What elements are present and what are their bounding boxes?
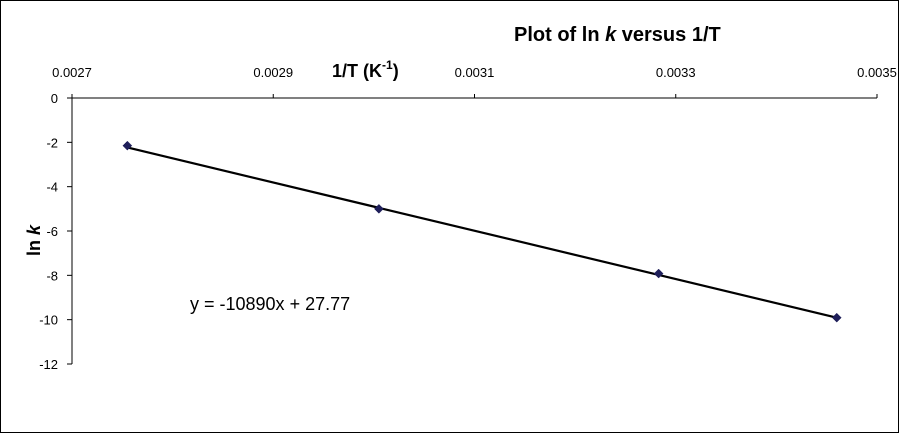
y-tick-label: -10 (39, 313, 58, 328)
axes-group: 0.0027 0.0029 0.0031 0.0033 0.0035 0 -2 -4 -6 -8 -… (39, 65, 897, 372)
y-tick-label: -12 (39, 357, 58, 372)
x-axis-label: 1/T (K-1) (332, 58, 399, 81)
data-point-marker (653, 268, 664, 279)
y-tick-label: 0 (51, 91, 58, 106)
y-axis-label-part-2: k (24, 224, 44, 235)
x-tick-label: 0.0029 (253, 65, 293, 80)
y-tick-label: -6 (46, 224, 58, 239)
y-tick-label: -8 (46, 268, 58, 283)
x-tick-label: 0.0027 (52, 65, 92, 80)
x-axis-label-part-3: ) (393, 61, 399, 81)
x-tick-label: 0.0031 (455, 65, 495, 80)
x-tick-label: 0.0033 (656, 65, 696, 80)
marks-group (122, 140, 842, 323)
y-tick-label: -2 (46, 135, 58, 150)
x-tick-label: 0.0035 (857, 65, 897, 80)
chart-title: Plot of ln k versus 1/T (514, 24, 721, 46)
chart-title-part-2: k (605, 24, 617, 46)
y-tick-label: -4 (46, 180, 58, 195)
y-axis-label: ln k (24, 224, 44, 256)
chart-title-part-3: versus 1/T (616, 24, 721, 46)
chart-title-part-1: Plot of ln (514, 24, 605, 46)
data-point-marker (831, 312, 842, 323)
data-point-marker (122, 140, 133, 151)
x-axis-label-superscript: -1 (382, 58, 393, 72)
x-axis-label-part-1: 1/T (K (332, 61, 382, 81)
trendline (127, 146, 838, 319)
trendline-equation: y = -10890x + 27.77 (190, 294, 350, 314)
data-point-marker (374, 203, 384, 214)
y-axis-label-part-1: ln (24, 235, 44, 256)
